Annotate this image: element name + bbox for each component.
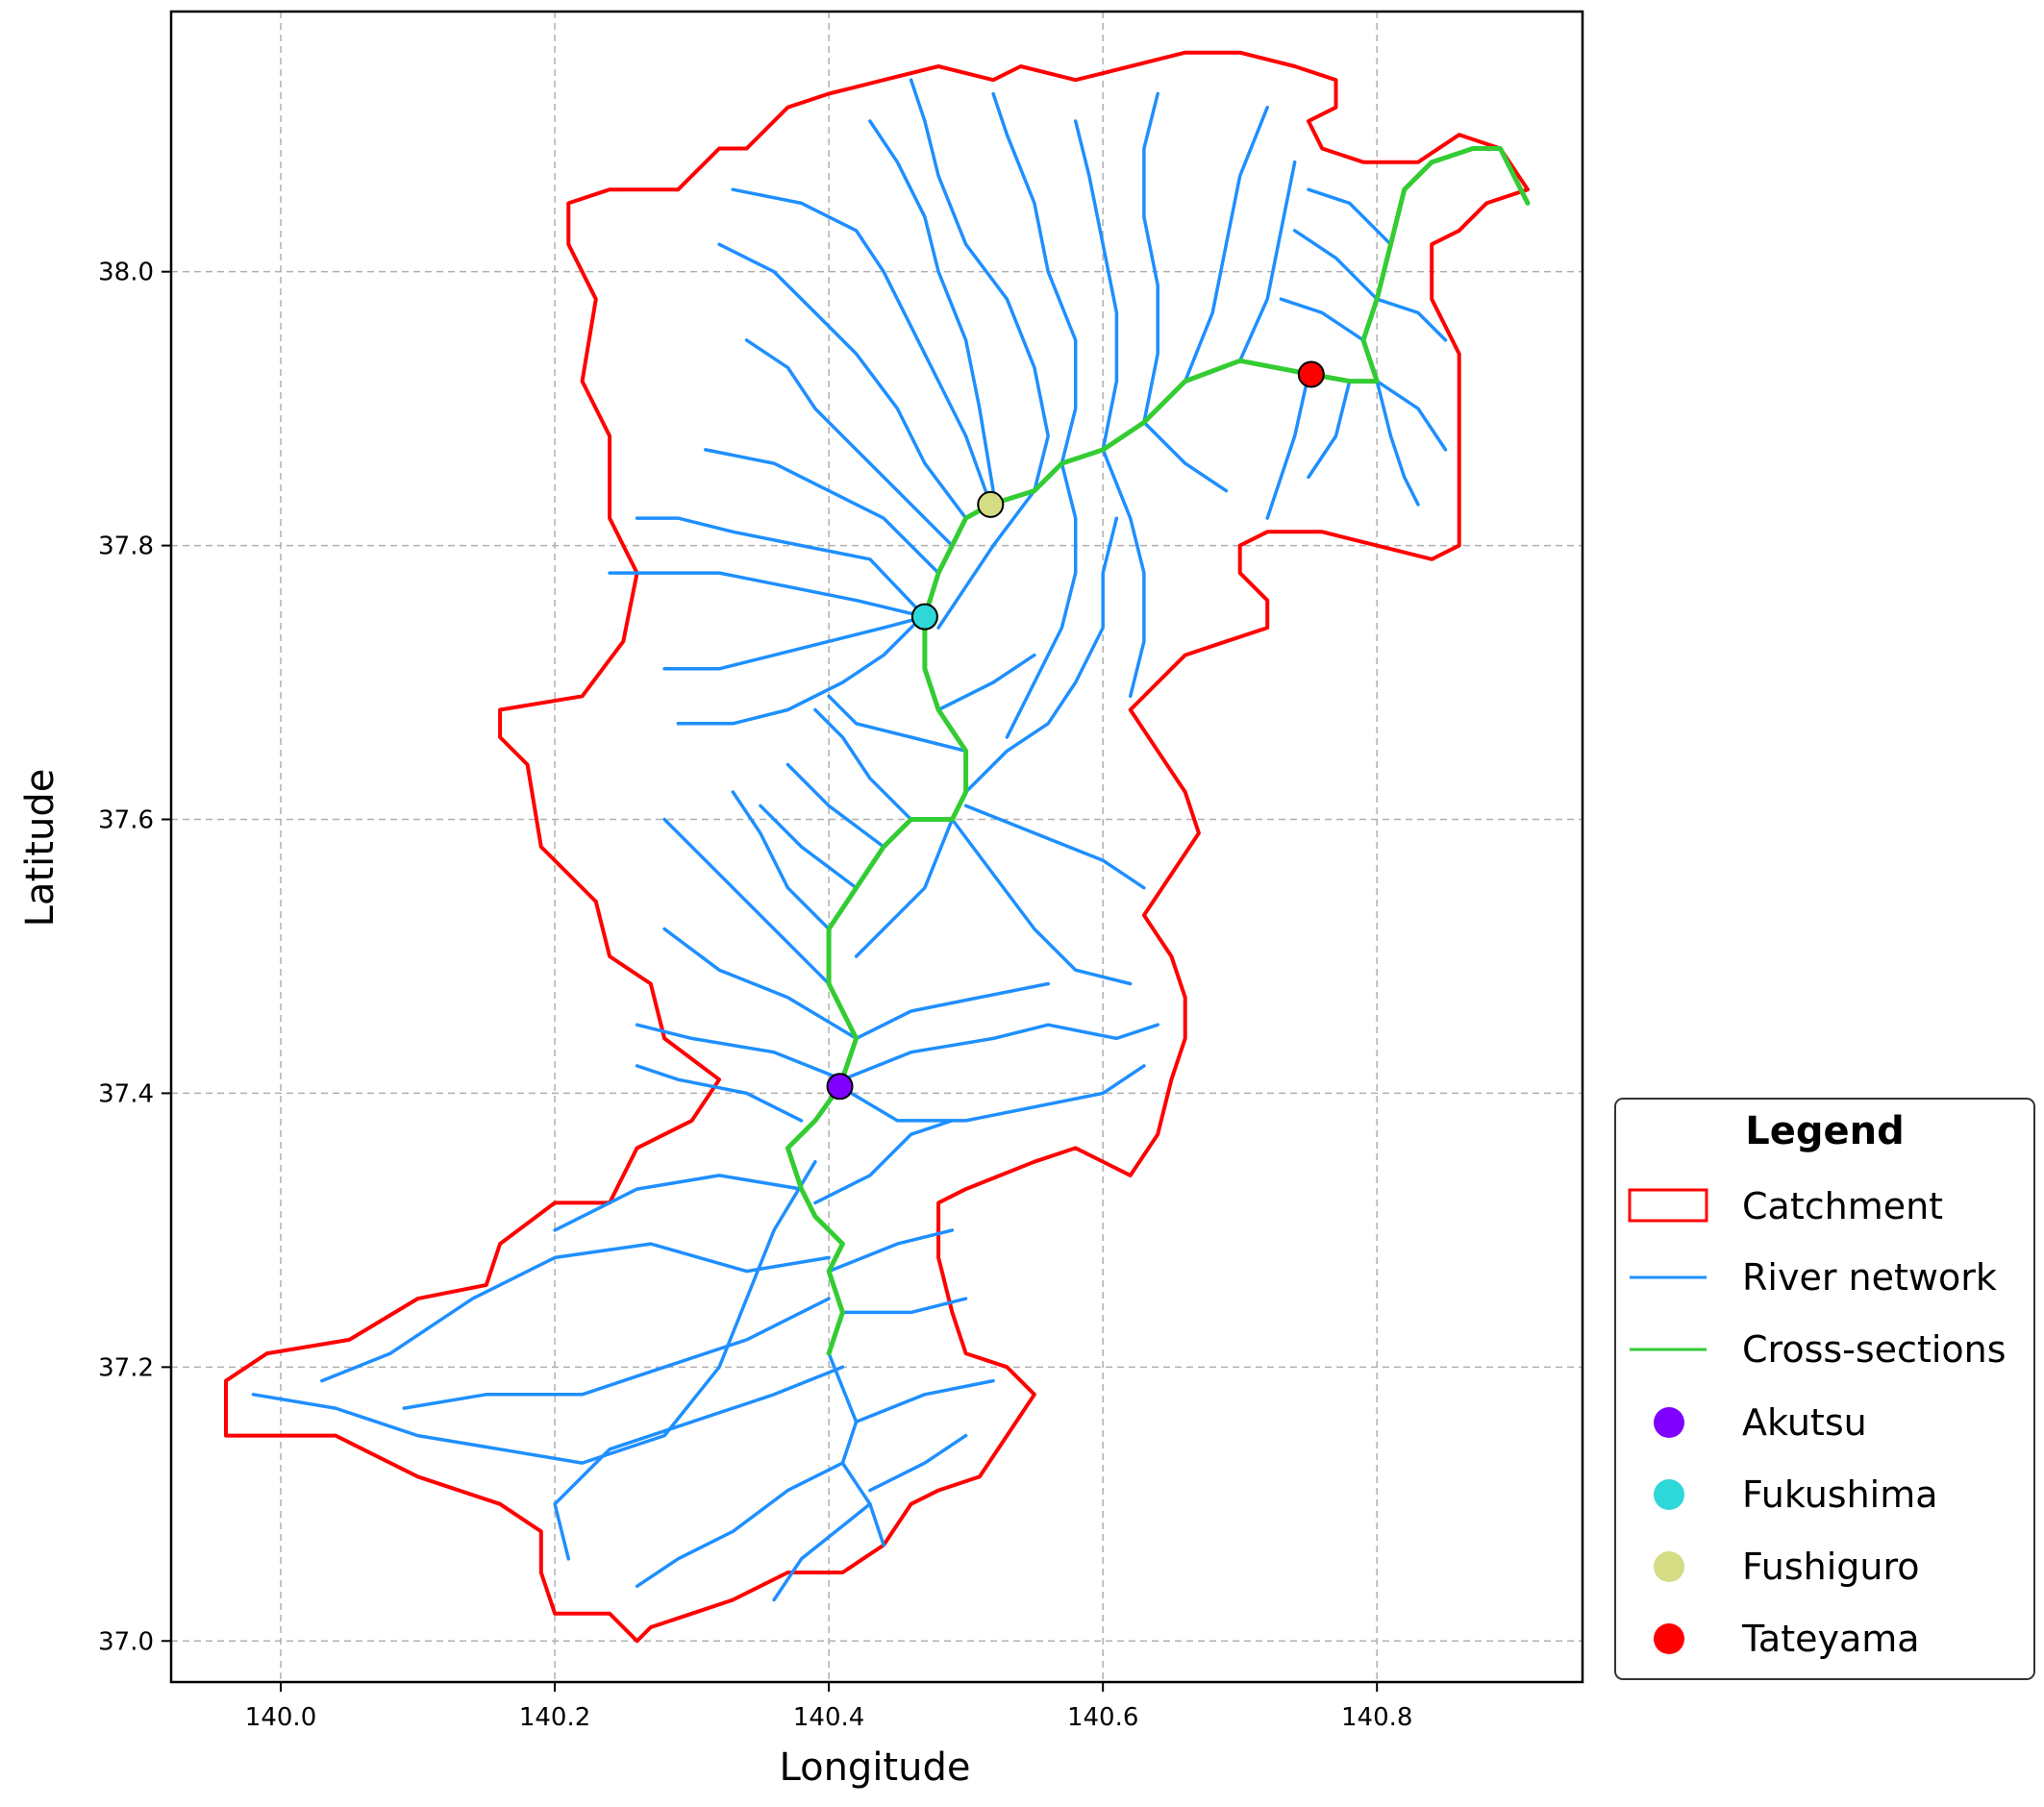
river-segment	[320, 1242, 831, 1383]
river-segment	[868, 1433, 968, 1493]
river-segment	[1005, 461, 1078, 739]
river-segment	[854, 817, 955, 958]
river-segment	[1183, 105, 1269, 384]
river-segment	[1073, 119, 1119, 452]
y-tick-label: 37.0	[98, 1627, 154, 1656]
river-segment	[676, 612, 927, 726]
river-segment	[813, 707, 913, 822]
river-segment	[963, 516, 1119, 794]
river-segment	[1142, 420, 1229, 493]
axis-ticks: 140.0 140.2 140.4 140.6 140.8 37.0 37.2 37.4 37.…	[98, 259, 1412, 1732]
river-segment	[635, 516, 927, 619]
river-segment	[662, 927, 859, 1041]
station-akutsu-marker	[826, 1073, 854, 1101]
y-tick-label: 38.0	[98, 259, 154, 287]
river-segment	[909, 78, 1050, 493]
x-tick-label: 140.8	[1341, 1703, 1412, 1732]
plot-frame	[169, 10, 1584, 1684]
river-segment	[1237, 160, 1297, 363]
akutsu-legend-marker	[1654, 1407, 1684, 1438]
legend-title: Legend	[1745, 1109, 1905, 1153]
y-axis-title: Latitude	[18, 769, 62, 928]
river-segment	[553, 1174, 804, 1232]
river-segment	[251, 1159, 817, 1465]
river-segment	[717, 242, 968, 520]
cross-sections-line	[785, 146, 1531, 1356]
tateyama-legend-marker	[1654, 1623, 1684, 1654]
stations-layer	[826, 360, 1325, 1101]
river-segment	[963, 804, 1146, 890]
river-segment	[837, 1064, 1146, 1123]
river-segment	[635, 1023, 845, 1081]
river-segment	[936, 488, 1036, 630]
legend-label-fukushima: Fukushima	[1742, 1473, 1938, 1516]
river-segment	[1101, 448, 1146, 699]
river-segment	[1265, 372, 1310, 520]
legend-label-fushiguro: Fushiguro	[1742, 1546, 1920, 1588]
station-fushiguro-marker	[977, 490, 1005, 518]
river-segment	[854, 981, 1050, 1041]
river-segment	[854, 1378, 995, 1424]
y-tick-label: 37.2	[98, 1353, 154, 1382]
station-fukushima-marker	[910, 603, 938, 631]
river-segment	[868, 119, 995, 493]
legend-label-river-network: River network	[1742, 1256, 1997, 1299]
river-segment	[744, 338, 955, 548]
catchment-legend-swatch	[1628, 1188, 1708, 1223]
y-tick-label: 37.4	[98, 1079, 154, 1108]
legend-label-akutsu: Akutsu	[1742, 1401, 1867, 1444]
river-segment	[785, 762, 885, 849]
river-segment	[731, 790, 831, 931]
river-segment	[635, 1461, 845, 1589]
river-segment	[1307, 187, 1393, 246]
grid-lines	[171, 12, 1583, 1682]
river-segment	[608, 571, 927, 619]
fushiguro-legend-marker	[1654, 1551, 1684, 1582]
river-segment	[662, 817, 831, 986]
legend-label-cross-sections: Cross-sections	[1742, 1328, 2007, 1371]
river-segment	[840, 1297, 968, 1315]
legend-label-tateyama: Tateyama	[1741, 1618, 1920, 1660]
plot-area	[171, 12, 1583, 1682]
river-segment	[827, 1228, 955, 1274]
x-tick-label: 140.2	[519, 1703, 590, 1732]
y-tick-label: 37.6	[98, 806, 154, 835]
river-segment	[936, 653, 1036, 712]
river-segment	[1307, 379, 1352, 480]
river-segment	[1375, 379, 1420, 507]
y-tick-label: 37.8	[98, 532, 154, 561]
x-tick-label: 140.6	[1067, 1703, 1138, 1732]
river-segment	[1375, 379, 1448, 452]
legend-label-catchment: Catchment	[1742, 1185, 1943, 1227]
station-tateyama-marker	[1297, 360, 1325, 388]
river-segment	[1292, 229, 1379, 301]
legend-box	[1614, 1098, 2035, 1680]
river-segment	[1142, 91, 1159, 425]
river-segment	[813, 1119, 955, 1205]
river-segment	[635, 1064, 804, 1123]
x-axis-title: Longitude	[780, 1745, 971, 1790]
river-segment	[662, 614, 927, 671]
river-segment	[759, 804, 859, 890]
river-network-layer	[251, 78, 1448, 1602]
river-segment	[840, 1023, 1159, 1081]
river-segment	[772, 1502, 872, 1602]
river-segment	[1279, 297, 1365, 342]
river-segment	[402, 1297, 831, 1410]
river-segment	[827, 694, 968, 754]
river-segment	[704, 448, 940, 575]
fukushima-legend-marker	[1654, 1479, 1684, 1510]
x-tick-label: 140.0	[245, 1703, 316, 1732]
legend: Legend Catchment River network Cross-sec…	[1614, 1098, 2035, 1680]
cross-sections-layer	[785, 146, 1531, 1356]
river-segment	[991, 91, 1078, 465]
river-segment	[731, 187, 993, 507]
x-tick-label: 140.4	[793, 1703, 864, 1732]
river-segment	[1375, 297, 1448, 342]
river-segment	[950, 817, 1133, 986]
river-segment	[553, 1365, 845, 1561]
